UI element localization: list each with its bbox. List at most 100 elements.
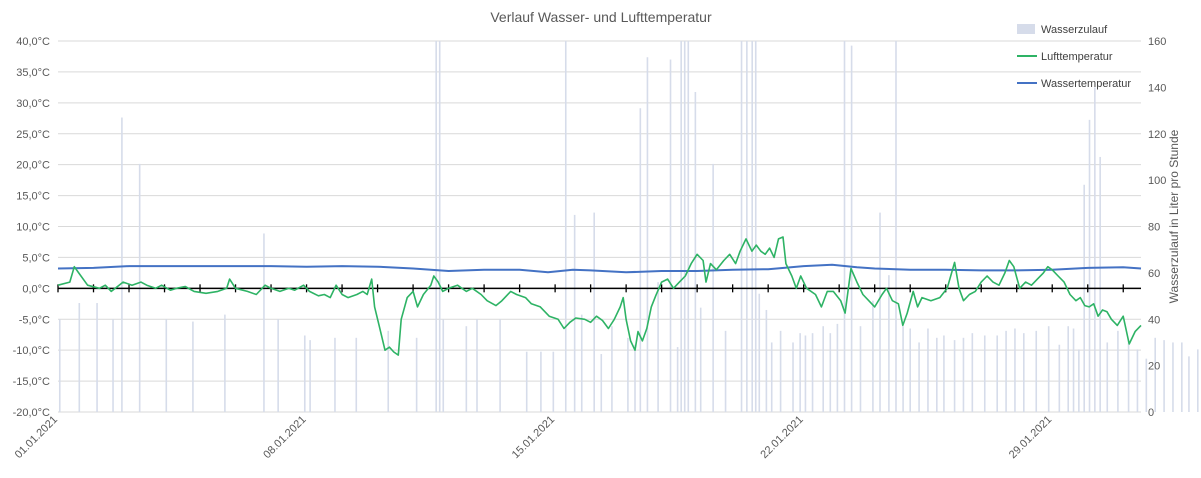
line-lufttemperatur [57, 236, 1142, 356]
bar-wasserzulauf [1067, 326, 1070, 412]
bar-wasserzulauf [1188, 356, 1190, 412]
bar-wasserzulauf [765, 309, 768, 412]
bar-wasserzulauf [600, 354, 603, 412]
bar-wasserzulauf [799, 333, 801, 412]
y-right-tick-label: 80 [1148, 222, 1160, 234]
y-left-tick-label: 30,0°C [16, 98, 50, 110]
bar-wasserzulauf [540, 351, 542, 412]
line-wassertemperatur [57, 263, 1142, 274]
y-right-tick-label: 20 [1148, 361, 1160, 373]
y-left-ticks: 40,0°C 35,0°C 30,0°C 25,0°C 20,0°C 15,0°C 10,0… [13, 36, 50, 419]
bar-wasserzulauf [669, 59, 672, 413]
bar-wasserzulauf [680, 41, 682, 412]
bar-wasserzulauf [1099, 156, 1101, 412]
bar-wasserzulauf [465, 326, 468, 412]
bar-wasserzulauf [303, 335, 306, 412]
bar-wasserzulauf [694, 92, 697, 412]
bar-wasserzulauf [829, 333, 832, 412]
y-right-tick-label: 40 [1148, 314, 1160, 326]
bar-wasserzulauf [1083, 184, 1085, 412]
x-tick-label: 29.01.2021 [1007, 414, 1054, 461]
bar-wasserzulauf [676, 347, 679, 412]
bar-wasserzulauf [564, 41, 567, 412]
bar-wasserzulauf [1047, 326, 1050, 412]
bar-wasserzulauf [836, 323, 839, 412]
bar-wasserzulauf [888, 275, 890, 412]
bar-wasserzulauf [476, 319, 478, 412]
bar-wasserzulauf [334, 337, 336, 412]
bar-wasserzulauf [687, 41, 690, 412]
legend-swatch-bar [1017, 24, 1035, 34]
bar-wasserzulauf [909, 328, 911, 412]
bar-wasserzulauf [1181, 342, 1183, 412]
bar-wasserzulauf [573, 214, 576, 412]
y-right-tick-label: 100 [1148, 175, 1166, 187]
bar-wasserzulauf [387, 330, 390, 412]
bars-layer [58, 41, 1199, 413]
bar-wasserzulauf [499, 319, 501, 412]
bar-wasserzulauf [1106, 342, 1109, 412]
bar-wasserzulauf [971, 333, 974, 412]
bar-wasserzulauf [1035, 330, 1038, 412]
y-right-tick-label: 0 [1148, 407, 1154, 419]
bar-wasserzulauf [927, 328, 929, 412]
y-left-tick-label: 15,0°C [16, 191, 50, 203]
bar-wasserzulauf [1072, 328, 1075, 412]
legend-label: Wassertemperatur [1041, 78, 1131, 90]
y-left-tick-label: 35,0°C [16, 67, 50, 79]
bar-wasserzulauf [872, 300, 874, 412]
bar-wasserzulauf [580, 314, 583, 412]
bar-wasserzulauf [699, 307, 702, 412]
bar-wasserzulauf [657, 282, 659, 412]
bar-wasserzulauf [811, 333, 814, 412]
bar-wasserzulauf [1136, 349, 1139, 412]
bar-wasserzulauf [639, 108, 642, 413]
bar-wasserzulauf [792, 342, 794, 412]
bar-wasserzulauf [1127, 340, 1130, 412]
bar-wasserzulauf [902, 326, 904, 412]
bar-wasserzulauf [121, 117, 123, 413]
bar-wasserzulauf [859, 326, 862, 412]
bar-wasserzulauf [277, 319, 279, 412]
y-left-tick-label: -15,0°C [13, 376, 50, 388]
bar-wasserzulauf [1197, 349, 1199, 412]
bar-wasserzulauf [953, 340, 956, 412]
x-tick-label: 01.01.2021 [13, 414, 60, 461]
bar-wasserzulauf [779, 330, 782, 412]
bar-wasserzulauf [634, 344, 636, 412]
legend: Wasserzulauf Lufttemperatur Wassertemperat… [1017, 24, 1131, 90]
bar-wasserzulauf [309, 340, 311, 412]
bar-wasserzulauf [627, 337, 629, 412]
y-right-axis-title: Wasserzulauf in Liter pro Stunde [1167, 129, 1181, 303]
bar-wasserzulauf [751, 41, 753, 412]
bar-wasserzulauf [435, 41, 437, 412]
bar-wasserzulauf [943, 335, 945, 412]
bar-wasserzulauf [263, 233, 265, 412]
x-tick-labels: 01.01.2021 08.01.2021 15.01.2021 22.01.2021… [13, 414, 1055, 461]
bar-wasserzulauf [1172, 342, 1174, 412]
bar-wasserzulauf [879, 212, 881, 412]
bar-wasserzulauf [192, 321, 194, 412]
bar-wasserzulauf [1088, 119, 1091, 413]
bar-wasserzulauf [1154, 337, 1157, 412]
gridlines [58, 40, 1141, 413]
y-left-tick-label: -10,0°C [13, 345, 50, 357]
bar-wasserzulauf [746, 41, 748, 412]
y-left-tick-label: 10,0°C [16, 222, 50, 234]
x-tick-label: 22.01.2021 [758, 414, 805, 461]
bar-wasserzulauf [724, 330, 727, 412]
y-right-tick-label: 160 [1148, 36, 1166, 48]
bar-wasserzulauf [758, 293, 761, 412]
bar-wasserzulauf [754, 41, 757, 412]
bar-wasserzulauf [822, 326, 825, 412]
y-left-tick-label: -20,0°C [13, 407, 50, 419]
bar-wasserzulauf [770, 342, 773, 412]
bar-wasserzulauf [593, 212, 595, 412]
y-left-tick-label: 5,0°C [22, 252, 50, 264]
bar-wasserzulauf [96, 303, 98, 412]
bar-wasserzulauf [552, 351, 555, 412]
bar-wasserzulauf [895, 41, 897, 412]
bar-wasserzulauf [58, 319, 61, 412]
